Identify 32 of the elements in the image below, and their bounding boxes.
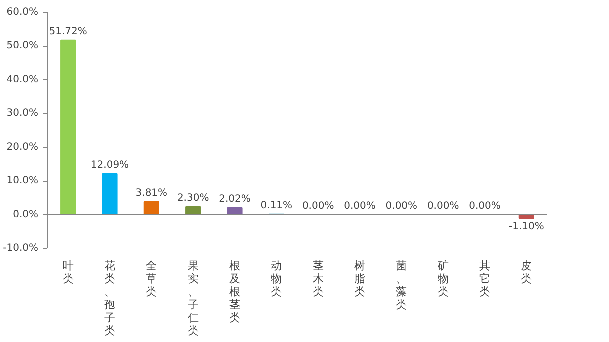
- x-tick-label: 皮类: [521, 260, 532, 286]
- data-label: 0.11%: [260, 200, 293, 212]
- x-tick-label: 根及根茎类: [230, 260, 240, 324]
- data-label: 51.72%: [49, 26, 88, 38]
- y-tick-label: 40.0%: [6, 74, 39, 86]
- data-label: 0.00%: [302, 200, 334, 212]
- data-label: 0.00%: [427, 200, 460, 212]
- data-label: -1.10%: [508, 221, 544, 232]
- data-label: 3.81%: [136, 188, 168, 199]
- y-tick-label: 10.0%: [6, 176, 39, 187]
- y-tick-label: -10.0%: [3, 243, 39, 254]
- y-tick-label: 0.0%: [13, 209, 38, 220]
- data-label: 2.30%: [177, 193, 210, 204]
- x-tick-label: 茎木类: [312, 260, 324, 298]
- x-tick-label: 树脂类: [354, 260, 366, 298]
- y-tick-label: 30.0%: [6, 108, 39, 120]
- y-tick-label: 20.0%: [6, 142, 39, 153]
- x-tick-label: 其它类: [480, 260, 490, 298]
- data-label: 12.09%: [90, 160, 130, 172]
- x-tick-label: 叶类: [62, 260, 74, 286]
- y-tick-label: 60.0%: [6, 7, 39, 18]
- x-tick-label: 动物类: [271, 260, 282, 298]
- x-tick-label: 果实、子仁类: [188, 260, 199, 338]
- x-tick-label: 花类、孢子类: [104, 260, 116, 338]
- x-tick-label: 菌、藻类: [396, 260, 408, 312]
- data-label: 0.00%: [344, 200, 376, 212]
- data-label: 0.00%: [386, 200, 418, 212]
- data-label: 0.00%: [469, 200, 501, 212]
- x-tick-label: 全草类: [146, 260, 158, 298]
- x-tick-label: 矿物类: [436, 260, 449, 298]
- y-tick-label: 50.0%: [6, 40, 39, 52]
- data-label: 2.02%: [219, 194, 251, 205]
